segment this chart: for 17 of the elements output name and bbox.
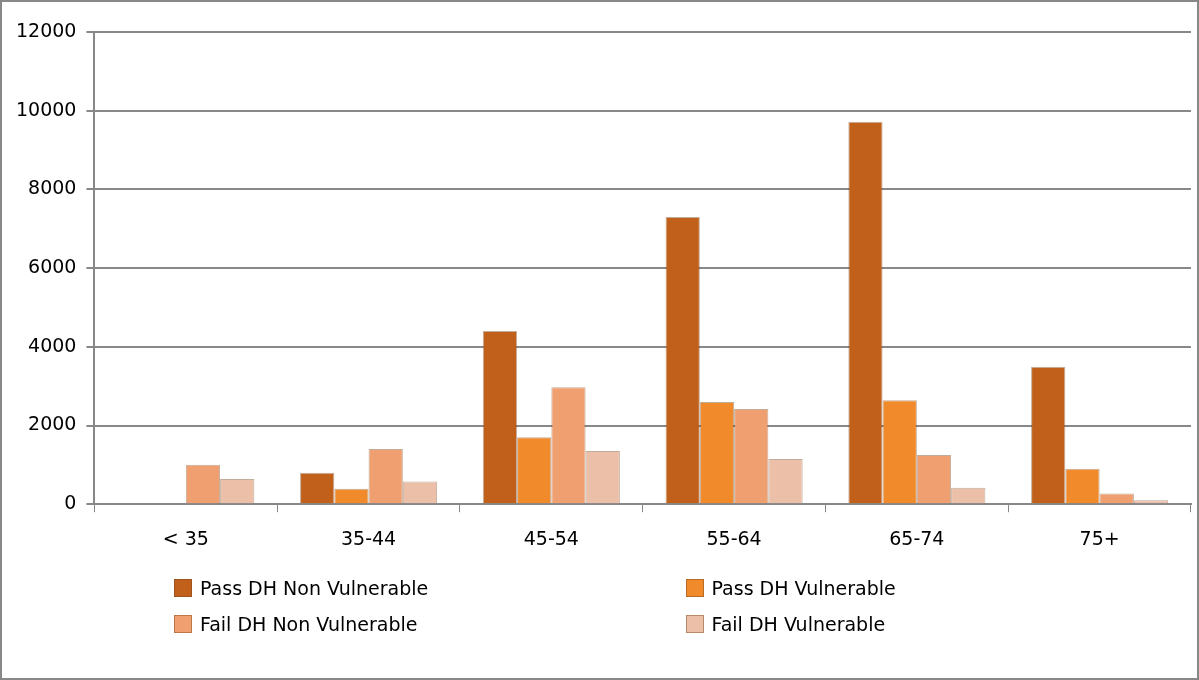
legend-label: Pass DH Non Vulnerable [200, 577, 429, 599]
y-tick-label: 12000 [15, 18, 77, 41]
x-tick-label: 65-74 [889, 526, 945, 549]
y-tick-label: 10000 [15, 97, 77, 120]
y-tick-label: 6000 [28, 255, 77, 278]
y-tick-label: 8000 [28, 176, 77, 199]
x-tick-label: 55-64 [706, 526, 762, 549]
y-tick-label: 4000 [28, 333, 77, 356]
x-tick-label: < 35 [162, 526, 209, 549]
legend-label: Fail DH Vulnerable [711, 613, 886, 635]
y-tick-label: 0 [64, 491, 77, 514]
y-tick-label: 2000 [28, 412, 77, 435]
x-tick-label: 45-54 [523, 526, 579, 549]
x-tick-label: 75+ [1079, 526, 1120, 549]
legend-label: Fail DH Non Vulnerable [200, 613, 418, 635]
x-tick-label: 35-44 [340, 526, 397, 549]
legend-label: Pass DH Vulnerable [711, 577, 896, 599]
